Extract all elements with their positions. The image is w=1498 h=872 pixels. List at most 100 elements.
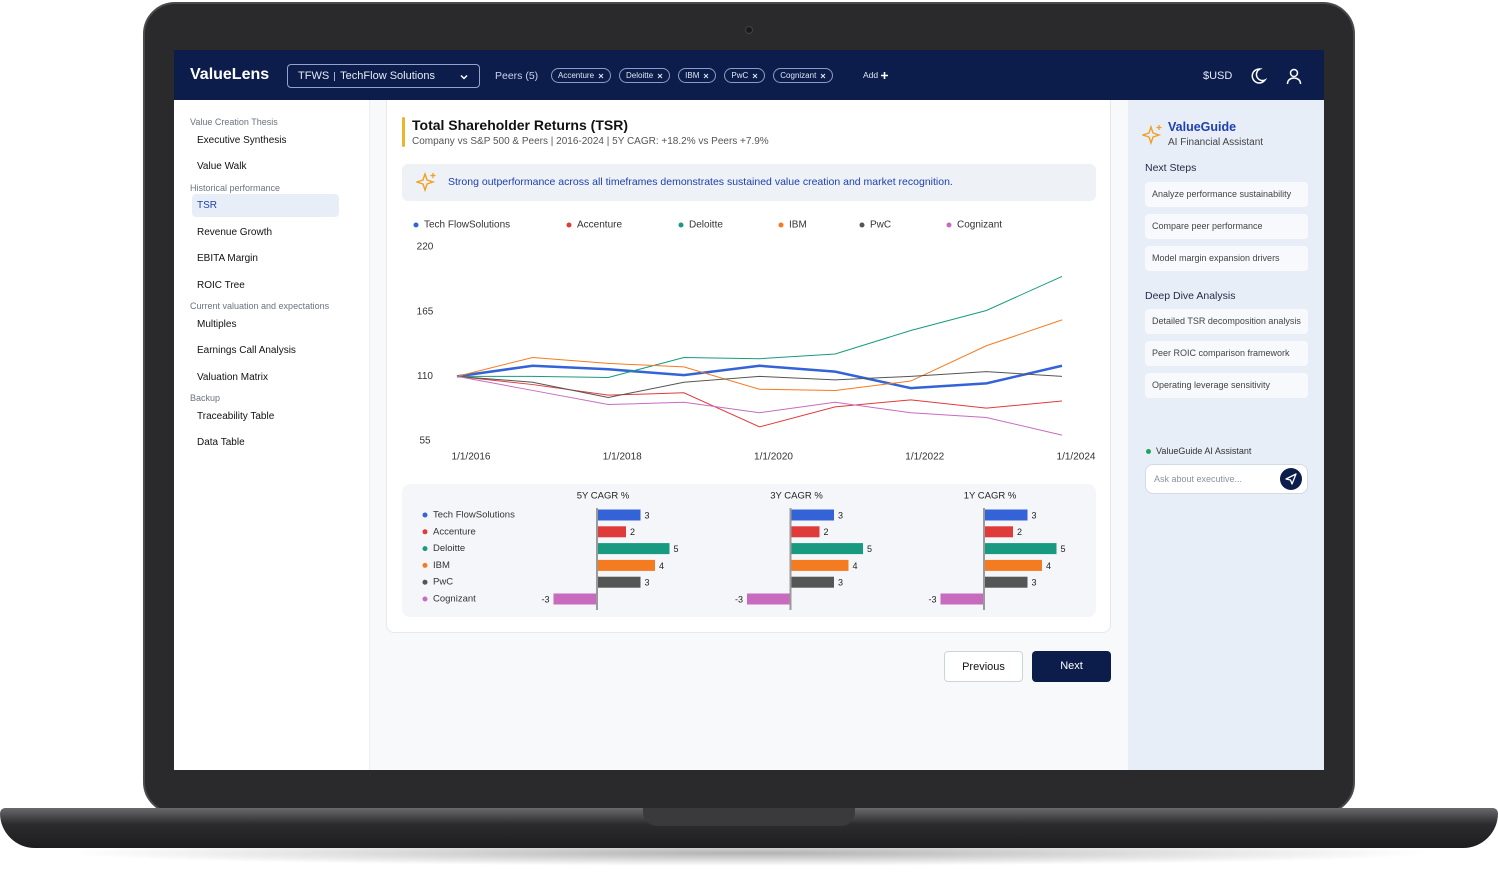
bar xyxy=(597,576,641,588)
peer-chips: Accenture Deloitte IBM PwC Cognizant xyxy=(551,68,834,83)
assistant-icon xyxy=(1142,124,1162,146)
nav-item[interactable]: Earnings Call Analysis xyxy=(197,345,296,356)
legend-dot xyxy=(422,529,428,535)
peer-chip[interactable]: IBM xyxy=(678,68,717,83)
legend-dot xyxy=(859,222,865,228)
nav-item[interactable]: EBITA Margin xyxy=(197,253,258,264)
nav-section-title: Value Creation Thesis xyxy=(190,117,278,127)
nav-item[interactable]: Executive Synthesis xyxy=(197,134,287,146)
bar xyxy=(984,576,1028,588)
assistant-panel xyxy=(1128,100,1324,770)
peer-chip[interactable]: PwC xyxy=(724,68,766,83)
x-tick-label: 1/1/2024 xyxy=(1057,452,1096,463)
bar xyxy=(790,509,834,521)
peers-label: Peers (5) xyxy=(495,70,539,82)
company-selector[interactable]: TFWS TechFlow Solutions xyxy=(287,64,480,88)
legend-dot xyxy=(422,579,428,585)
bar xyxy=(984,526,1013,538)
add-peer[interactable]: Add xyxy=(863,70,889,80)
base-notch xyxy=(643,808,855,826)
bar-value-label: 4 xyxy=(853,561,858,571)
peer-name: Cognizant xyxy=(780,71,817,80)
legend-dot xyxy=(422,562,428,568)
next-button[interactable]: Next xyxy=(1032,651,1111,682)
nav-item[interactable]: Revenue Growth xyxy=(197,226,273,238)
panel-title: 1Y CAGR % xyxy=(964,491,1017,502)
insight-text: Strong outperformance across all timefra… xyxy=(448,176,953,188)
plus-icon xyxy=(881,71,889,79)
y-tick-label: 165 xyxy=(417,306,434,317)
bar-value-label: -3 xyxy=(735,594,743,604)
sparkle-icon xyxy=(416,172,436,193)
suggestion[interactable]: Analyze performance sustainability xyxy=(1145,182,1308,207)
legend-label: Accenture xyxy=(577,220,622,231)
nav-item[interactable]: Value Walk xyxy=(197,161,247,172)
legend-dot xyxy=(678,222,684,228)
bar-value-label: -3 xyxy=(541,594,549,604)
bar-value-label: 3 xyxy=(1032,578,1037,588)
chevron-icon xyxy=(460,74,468,80)
peer-chip[interactable]: Accenture xyxy=(551,68,612,83)
legend-dot xyxy=(413,222,419,228)
remove-icon[interactable] xyxy=(657,73,663,79)
remove-icon[interactable] xyxy=(752,73,758,79)
remove-icon[interactable] xyxy=(598,73,604,79)
legend-label: Cognizant xyxy=(957,220,1002,231)
status-dot xyxy=(1146,449,1151,454)
bar xyxy=(790,559,849,571)
suggestion[interactable]: Peer ROIC comparison framework xyxy=(1145,341,1308,366)
suggestion[interactable]: Operating leverage sensitivity xyxy=(1145,373,1308,398)
theme-icon[interactable] xyxy=(1249,67,1267,85)
legend-label: IBM xyxy=(433,560,450,571)
tsr-line-chart: Tech FlowSolutions Accenture Deloitte IBM Pw… xyxy=(413,220,1096,463)
assistant-status: ValueGuide AI Assistant xyxy=(1156,446,1252,456)
bar-value-label: -3 xyxy=(928,594,936,604)
company-name: TechFlow Solutions xyxy=(340,70,435,82)
legend-label: PwC xyxy=(433,577,453,588)
currency[interactable]: $USD xyxy=(1203,70,1233,82)
next-steps-title: Next Steps xyxy=(1145,162,1197,174)
nav-item[interactable]: Data Table xyxy=(197,437,245,448)
deep-dive-title: Deep Dive Analysis xyxy=(1145,290,1236,302)
user-icon[interactable] xyxy=(1285,67,1303,85)
previous-button[interactable]: Previous xyxy=(944,651,1023,682)
panel-title: 3Y CAGR % xyxy=(770,491,823,502)
bar xyxy=(597,509,641,521)
nav-item[interactable]: Traceability Table xyxy=(197,410,275,422)
bar xyxy=(790,526,820,538)
bar-value-label: 2 xyxy=(824,527,829,537)
section-title: Total Shareholder Returns (TSR) xyxy=(412,117,628,133)
title-accent xyxy=(402,117,405,147)
peer-chip[interactable]: Deloitte xyxy=(619,68,671,83)
suggestion[interactable]: Compare peer performance xyxy=(1145,214,1308,239)
bar-value-label: 5 xyxy=(1061,544,1066,554)
peer-chip[interactable]: Cognizant xyxy=(773,68,834,83)
x-tick-label: 1/1/2020 xyxy=(754,452,793,463)
bar xyxy=(597,559,655,571)
remove-icon[interactable] xyxy=(820,73,826,79)
send-button[interactable] xyxy=(1280,468,1302,490)
bar-value-label: 5 xyxy=(674,544,679,554)
panel-title: 5Y CAGR % xyxy=(577,491,630,502)
ticker: TFWS xyxy=(298,70,330,82)
nav-section-title: Backup xyxy=(190,393,221,403)
chat-placeholder: Ask about executive... xyxy=(1154,474,1243,484)
legend-dot xyxy=(422,596,428,602)
assistant-title: ValueGuide xyxy=(1168,120,1237,134)
nav-item[interactable]: ROIC Tree xyxy=(197,279,245,291)
legend-label: IBM xyxy=(789,220,807,231)
nav-item[interactable]: TSR xyxy=(192,194,339,217)
bar xyxy=(747,593,791,605)
nav-item[interactable]: Multiples xyxy=(197,318,237,330)
suggestion[interactable]: Detailed TSR decomposition analysis xyxy=(1145,309,1308,334)
nav-item[interactable]: Valuation Matrix xyxy=(197,371,268,383)
legend-label: PwC xyxy=(870,220,891,231)
assistant-subtitle: AI Financial Assistant xyxy=(1168,137,1264,148)
legend-dot xyxy=(566,222,572,228)
legend-dot xyxy=(422,546,428,552)
bar-value-label: 5 xyxy=(867,544,872,554)
bar xyxy=(984,559,1042,571)
remove-icon[interactable] xyxy=(703,73,709,79)
suggestion[interactable]: Model margin expansion drivers xyxy=(1145,246,1308,271)
